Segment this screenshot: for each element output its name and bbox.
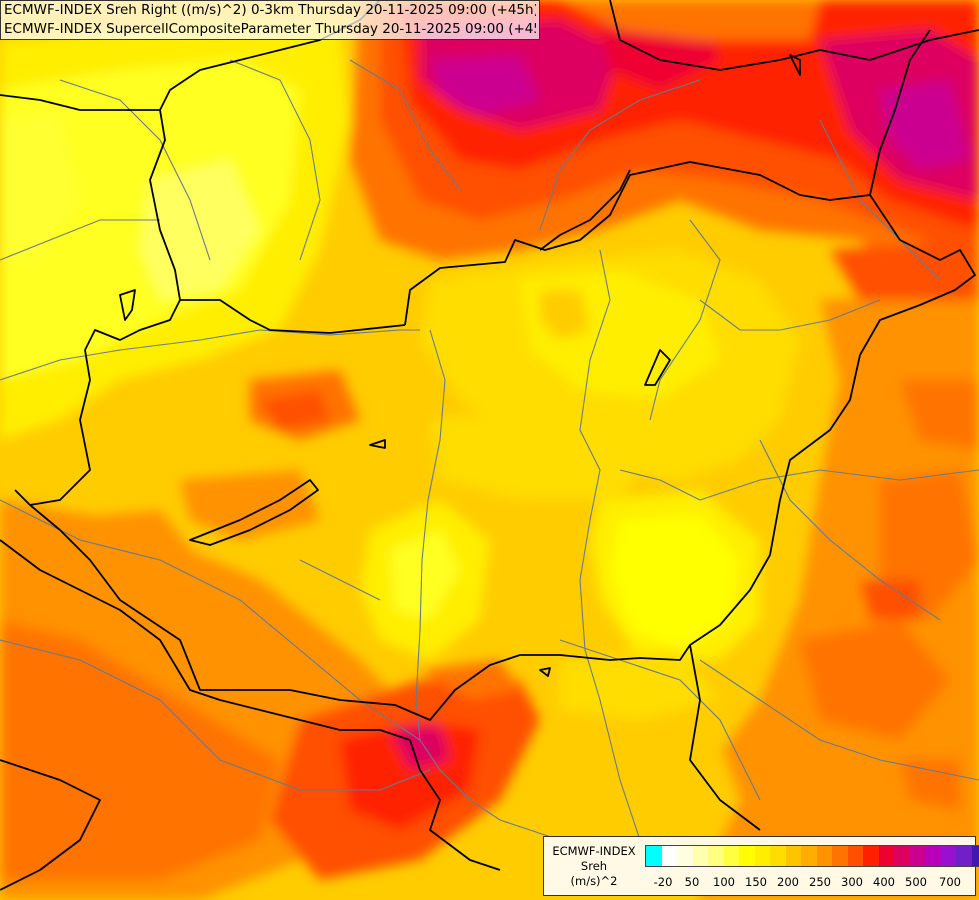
legend-swatch — [816, 846, 832, 866]
legend-swatch — [739, 846, 755, 866]
map-title-line-2: ECMWF-INDEX SupercellCompositeParameter … — [4, 21, 536, 37]
legend-swatch — [940, 846, 956, 866]
legend-color-scale — [645, 845, 979, 867]
legend-swatch — [785, 846, 801, 866]
legend-swatch — [925, 846, 941, 866]
legend-swatch — [692, 846, 708, 866]
legend-title-unit: (m/s)^2 — [570, 874, 618, 888]
legend-tick-label: 700 — [939, 875, 961, 889]
legend-tick-label: 400 — [873, 875, 895, 889]
legend-swatch — [646, 846, 662, 866]
legend-swatch — [847, 846, 863, 866]
legend-tick-label: 100 — [713, 875, 735, 889]
legend-tick-label: 200 — [777, 875, 799, 889]
color-legend: ECMWF-INDEX Sreh (m/s)^2 -20 50 100 150 200 2… — [543, 836, 979, 896]
legend-swatch — [677, 846, 693, 866]
rivers — [0, 59, 979, 841]
legend-swatch — [878, 846, 894, 866]
legend-swatch — [971, 846, 979, 866]
legend-swatch — [956, 846, 972, 866]
legend-swatch — [863, 846, 879, 866]
legend-swatch — [894, 846, 910, 866]
legend-swatch — [661, 846, 677, 866]
map-title-line-1: ECMWF-INDEX Sreh Right ((m/s)^2) 0-3km T… — [4, 2, 536, 18]
legend-swatch — [754, 846, 770, 866]
legend-swatch — [723, 846, 739, 866]
legend-swatch — [909, 846, 925, 866]
legend-swatch — [832, 846, 848, 866]
legend-title-variable: Sreh — [580, 859, 608, 873]
legend-swatch — [801, 846, 817, 866]
legend-tick-label: 300 — [841, 875, 863, 889]
legend-tick-label: 250 — [809, 875, 831, 889]
legend-title: ECMWF-INDEX Sreh (m/s)^2 — [548, 844, 640, 889]
legend-tick-label: 150 — [745, 875, 767, 889]
legend-swatch — [770, 846, 786, 866]
legend-swatch — [708, 846, 724, 866]
legend-tick-label: -20 — [653, 875, 673, 889]
legend-tick-label: 50 — [684, 875, 700, 889]
legend-title-model: ECMWF-INDEX — [552, 844, 636, 858]
legend-tick-labels: -20 50 100 150 200 250 300 400 500 700 — [645, 875, 969, 889]
legend-tick-label: 500 — [905, 875, 927, 889]
map-title-box: ECMWF-INDEX Sreh Right ((m/s)^2) 0-3km T… — [0, 0, 540, 40]
